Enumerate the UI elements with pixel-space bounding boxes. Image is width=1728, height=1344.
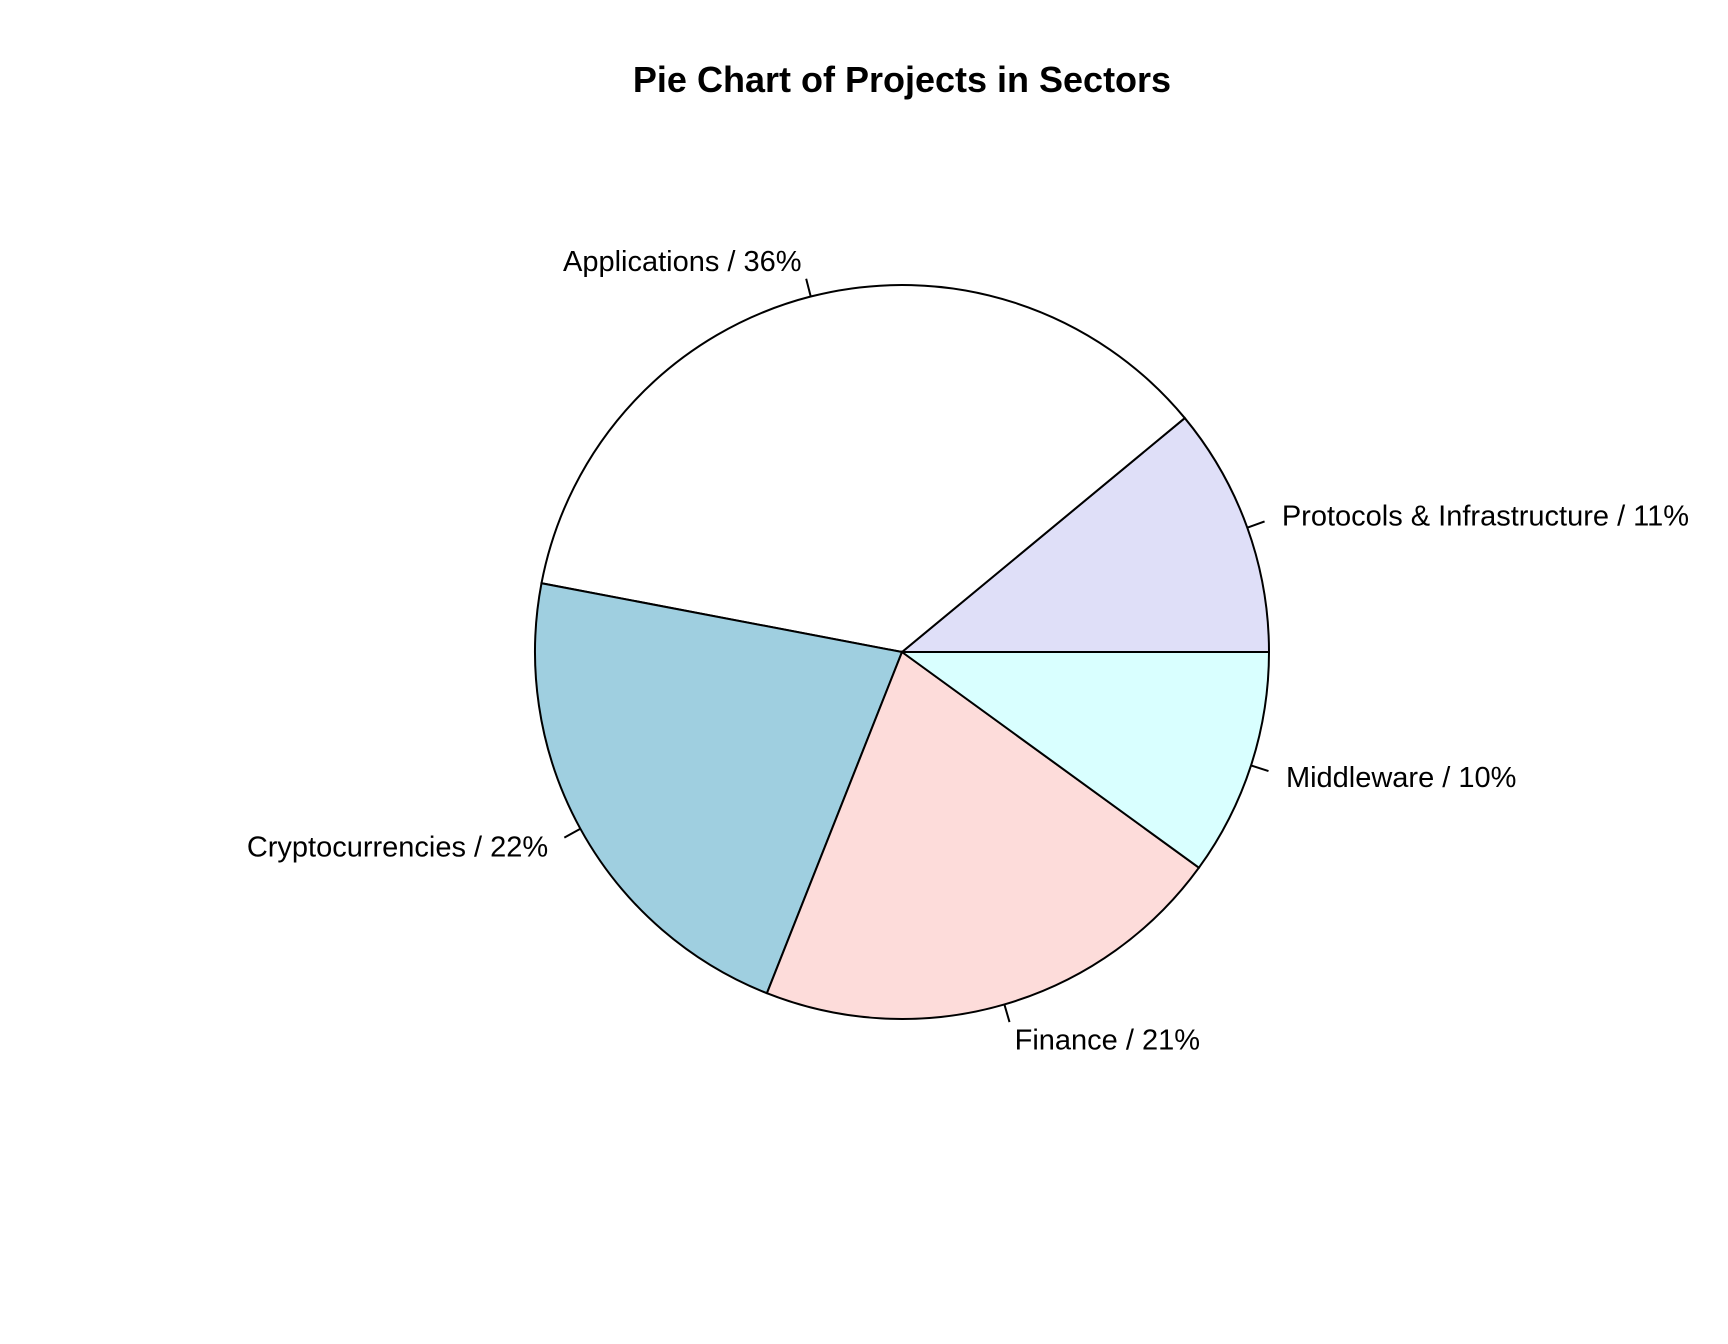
chart-title: Pie Chart of Projects in Sectors <box>633 59 1171 100</box>
slice-label-applications: Applications / 36% <box>563 246 802 278</box>
leader-line-cryptocurrencies <box>563 827 581 839</box>
pie-slice-middleware <box>898 651 1271 870</box>
leader-line-applications <box>805 278 812 297</box>
leader-lines <box>563 278 1269 1023</box>
slice-label-finance: Finance / 21% <box>1015 1025 1200 1057</box>
pie-slice-finance <box>765 650 1201 1020</box>
slice-label-cryptocurrencies: Cryptocurrencies / 22% <box>247 831 548 863</box>
slice-label-protocols-infrastructure: Protocols & Infrastructure / 11% <box>1282 500 1689 532</box>
pie-slice-applications <box>540 284 1187 654</box>
leader-line-finance <box>1003 1004 1011 1023</box>
slice-label-middleware: Middleware / 10% <box>1286 762 1517 794</box>
slice-labels: Protocols & Infrastructure / 11% Applicat… <box>247 246 1689 1057</box>
leader-line-middleware <box>1250 764 1269 773</box>
leader-line-protocols-infrastructure <box>1246 520 1265 529</box>
pie-slices <box>534 284 1271 1020</box>
